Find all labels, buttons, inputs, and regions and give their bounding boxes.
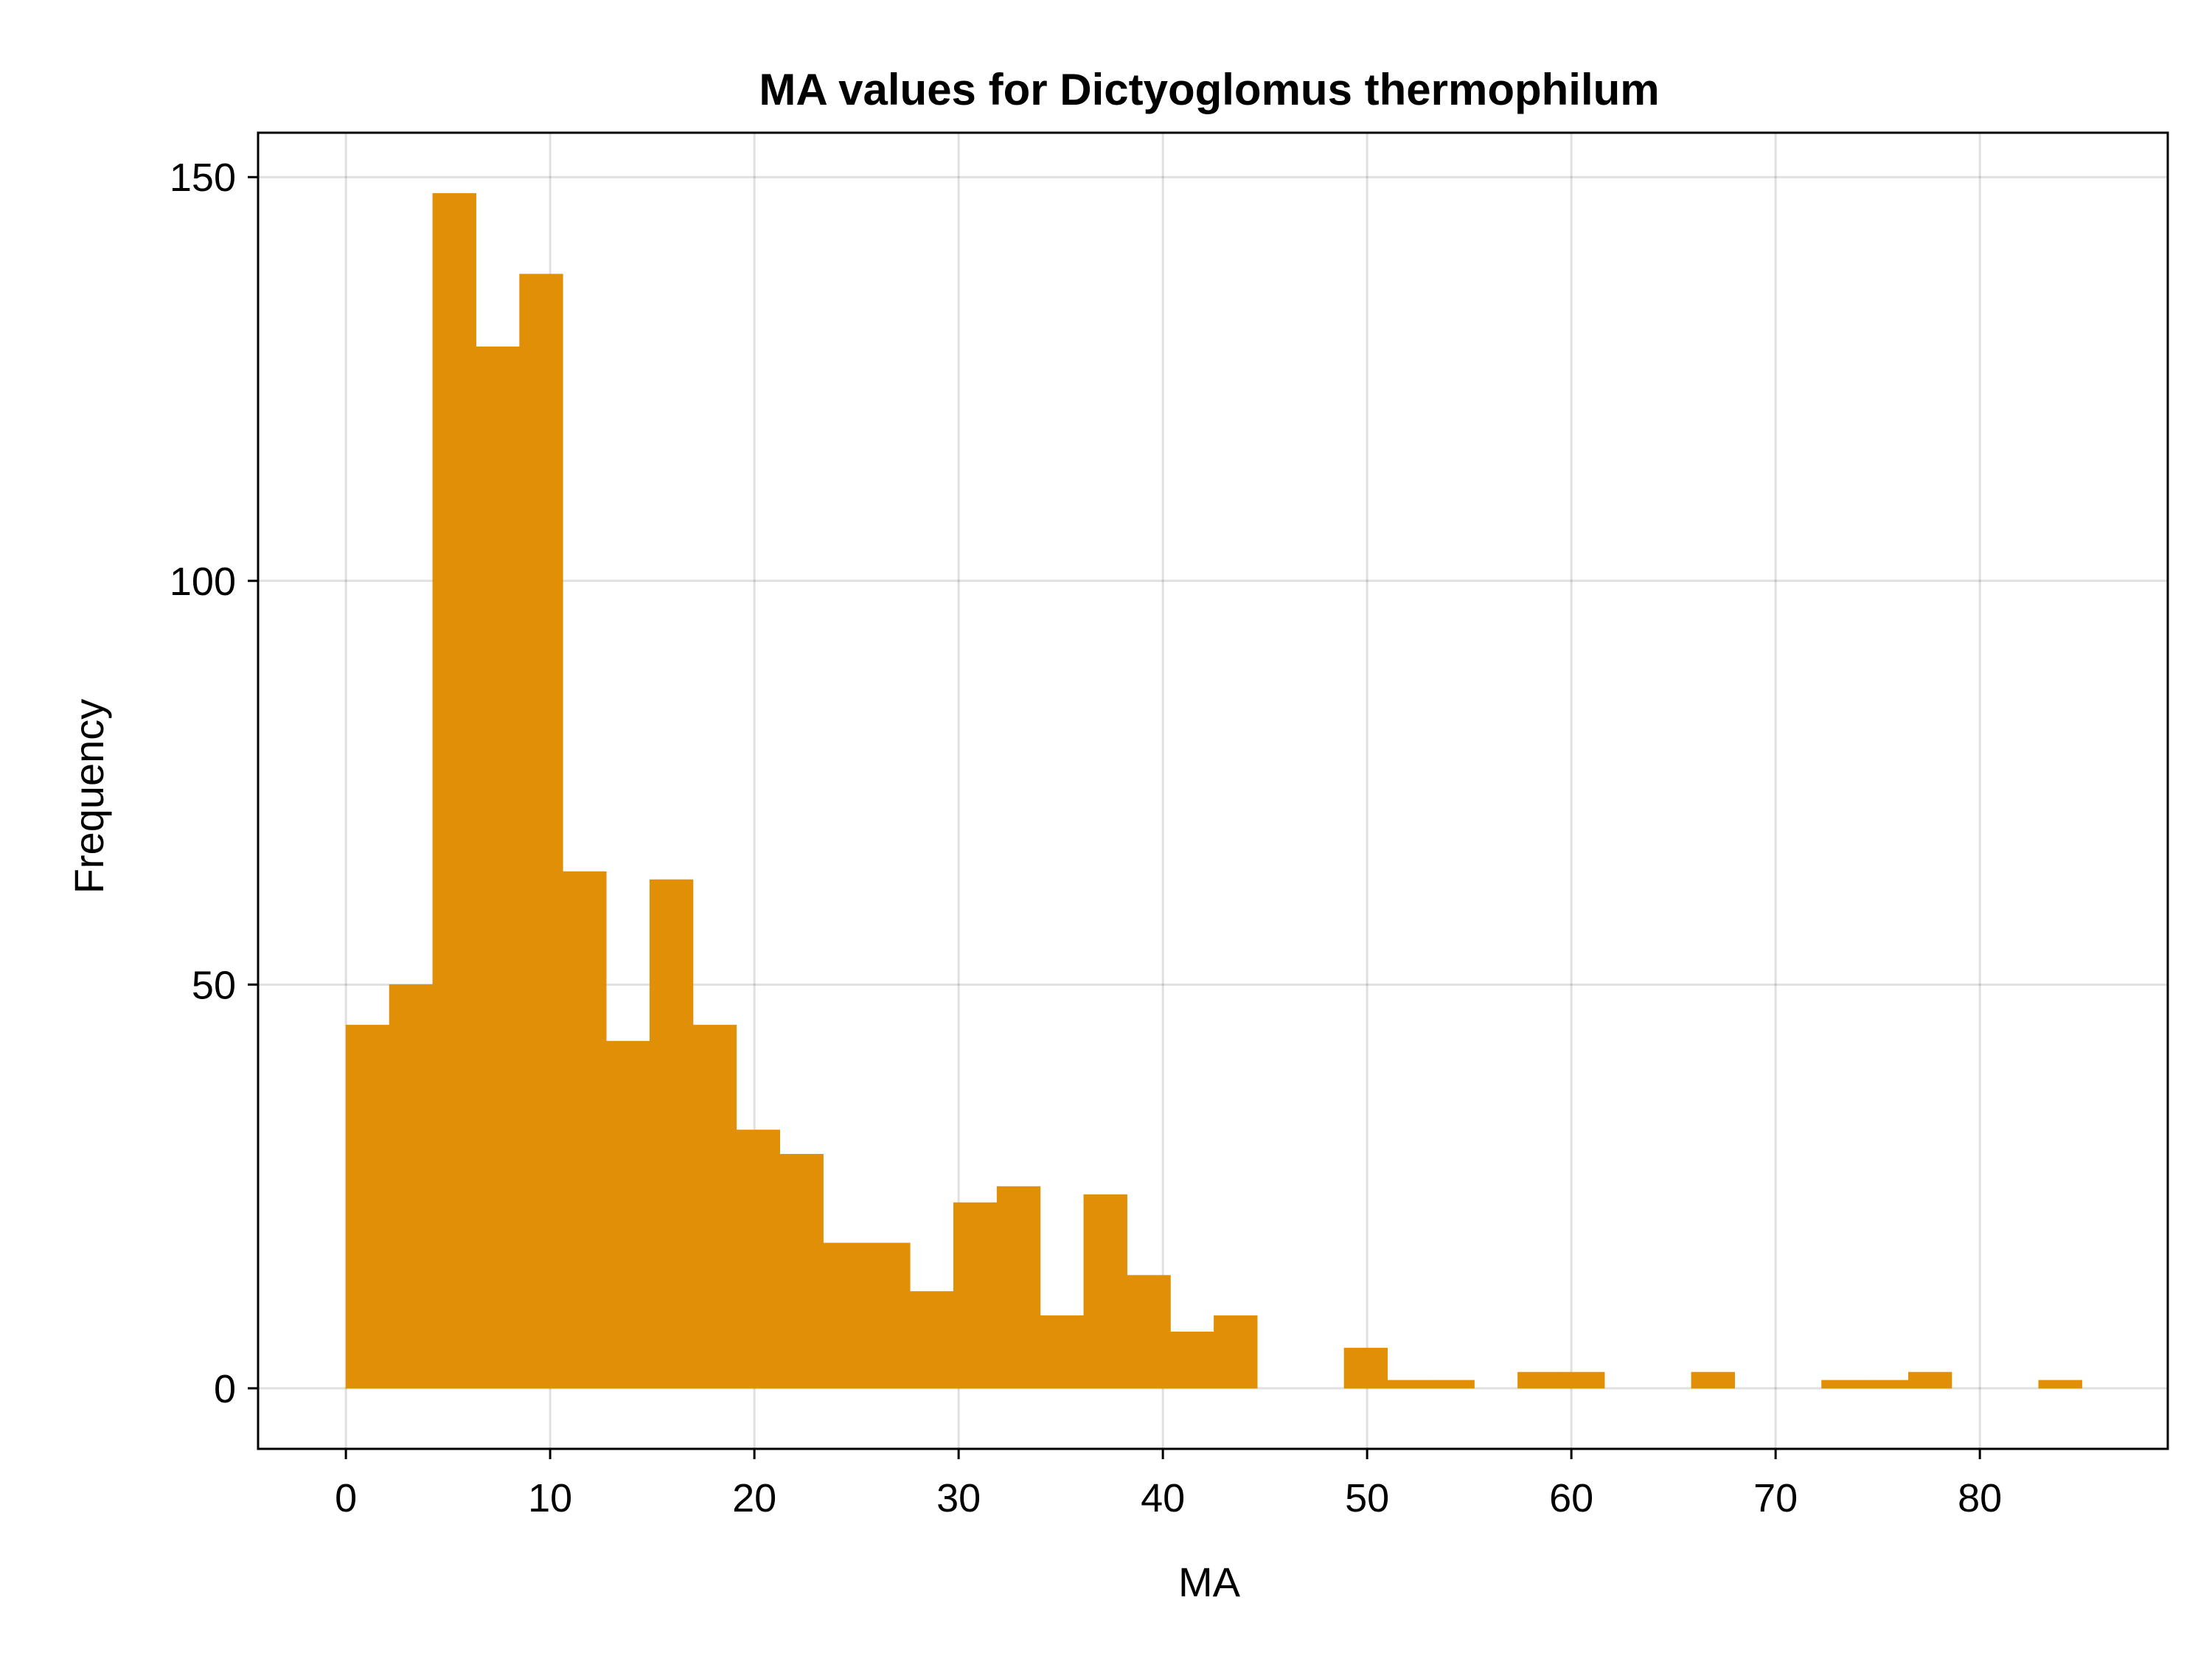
x-axis-ticks: 0 10 20 30 40 50 60 70 80 [335, 1449, 2002, 1520]
histogram-bar [1907, 1371, 1952, 1389]
histogram-bar [1214, 1315, 1258, 1389]
histogram-bar [563, 871, 607, 1389]
plot-frame [257, 131, 2169, 1450]
y-tick-label: 50 [192, 963, 236, 1007]
histogram-bar [692, 1024, 737, 1389]
histogram-bar [389, 984, 434, 1389]
histogram-bar [1517, 1371, 1562, 1389]
histogram-bar [606, 1040, 650, 1389]
histogram-bar [736, 1130, 780, 1389]
x-axis-label: MA [1178, 1559, 1241, 1605]
histogram-bar [2038, 1380, 2082, 1389]
y-tick-label: 0 [214, 1367, 236, 1411]
histogram-bar [910, 1291, 954, 1389]
histogram-bars [345, 192, 2082, 1389]
x-tick-label: 60 [1549, 1476, 1593, 1520]
histogram-bar [1561, 1371, 1605, 1389]
y-tick-label: 100 [170, 560, 236, 604]
histogram-bar [476, 346, 520, 1389]
histogram-bar [1821, 1380, 1865, 1389]
histogram-bar [996, 1186, 1041, 1389]
histogram-bar [823, 1242, 867, 1389]
y-tick-label: 150 [170, 156, 236, 200]
y-axis-ticks: 0 50 100 150 [170, 156, 258, 1411]
x-tick-label: 30 [936, 1476, 981, 1520]
histogram-bar [1170, 1331, 1214, 1389]
histogram-bar [519, 274, 563, 1389]
chart-title: MA values for Dictyoglomus thermophilum [759, 65, 1659, 114]
histogram-bar [1430, 1380, 1475, 1389]
histogram-bar [649, 879, 694, 1389]
x-tick-label: 40 [1141, 1476, 1185, 1520]
histogram-bar [866, 1242, 911, 1389]
histogram-bar [1127, 1275, 1171, 1389]
histogram-bar [953, 1202, 998, 1389]
histogram-bar [1083, 1194, 1127, 1389]
x-tick-label: 20 [732, 1476, 776, 1520]
histogram-bar [779, 1154, 824, 1389]
histogram-bar [1040, 1315, 1085, 1389]
histogram-bar [345, 1024, 390, 1389]
histogram-bar [1387, 1380, 1431, 1389]
x-tick-label: 70 [1753, 1476, 1798, 1520]
histogram-bar [1865, 1380, 1909, 1389]
x-tick-label: 80 [1958, 1476, 2002, 1520]
histogram-bar [432, 192, 476, 1389]
x-tick-label: 10 [528, 1476, 572, 1520]
histogram-bar [1343, 1347, 1388, 1389]
y-axis-label: Frequency [66, 699, 112, 894]
x-tick-label: 50 [1345, 1476, 1389, 1520]
histogram-bar [1691, 1371, 1735, 1389]
x-tick-label: 0 [335, 1476, 357, 1520]
